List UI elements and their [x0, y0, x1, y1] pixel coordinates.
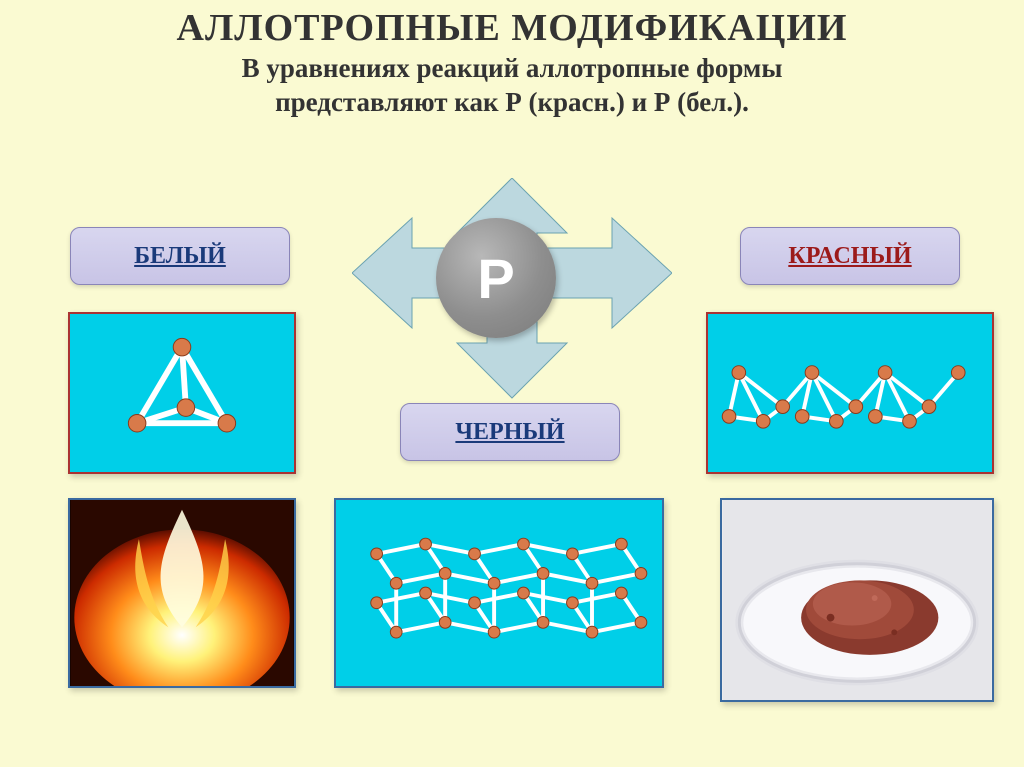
subtitle: В уравнениях реакций аллотропные формы п…	[0, 50, 1024, 120]
label-red-text: КРАСНЫЙ	[788, 243, 911, 270]
subtitle-line2: представляют как Р (красн.) и Р (бел.).	[275, 87, 749, 117]
page-title: АЛЛОТРОПНЫЕ МОДИФИКАЦИИ	[0, 0, 1024, 50]
label-black[interactable]: ЧЕРНЫЙ	[400, 403, 620, 461]
white-phosphorus-flame-photo	[68, 498, 296, 688]
white-phosphorus-molecule	[68, 312, 296, 474]
label-white[interactable]: БЕЛЫЙ	[70, 227, 290, 285]
element-symbol-circle: Р	[436, 218, 556, 338]
label-black-text: ЧЕРНЫЙ	[455, 419, 564, 446]
subtitle-line1: В уравнениях реакций аллотропные формы	[242, 53, 783, 83]
label-white-text: БЕЛЫЙ	[134, 243, 226, 270]
element-symbol: Р	[477, 246, 514, 311]
red-phosphorus-molecule	[706, 312, 994, 474]
red-phosphorus-powder-photo	[720, 498, 994, 702]
label-red[interactable]: КРАСНЫЙ	[740, 227, 960, 285]
black-phosphorus-molecule	[334, 498, 664, 688]
